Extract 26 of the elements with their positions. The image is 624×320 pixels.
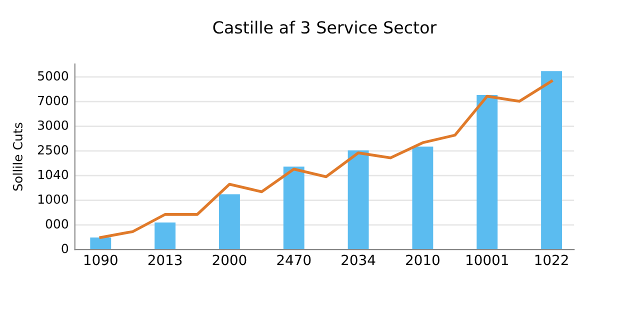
bar xyxy=(348,150,369,250)
x-tick-label: 1090 xyxy=(84,254,118,266)
text: 0 xyxy=(62,244,68,254)
chart-title: Castille af 3 Service Sector xyxy=(213,20,437,34)
text: 5000 xyxy=(38,71,68,81)
bar xyxy=(476,95,498,250)
y-axis-title: Sollile Cuts xyxy=(12,122,22,191)
bar xyxy=(90,237,112,250)
text: 2500 xyxy=(38,145,68,155)
x-tick-label: 1022 xyxy=(535,254,568,266)
text: 000 xyxy=(46,219,68,229)
text: 1040 xyxy=(38,170,68,180)
text: 3000 xyxy=(38,120,68,130)
bar xyxy=(219,194,240,250)
text: 1000 xyxy=(38,194,68,204)
bar xyxy=(412,146,434,250)
bar xyxy=(541,71,562,250)
x-tick-label: 2000 xyxy=(212,254,246,266)
x-tick-label: 2470 xyxy=(277,254,311,266)
x-tick-label: 2010 xyxy=(406,254,440,266)
x-tick-label: 2034 xyxy=(342,254,376,266)
text: 7000 xyxy=(38,96,68,106)
bar xyxy=(283,166,304,250)
bar xyxy=(154,222,176,250)
x-tick-label: 2013 xyxy=(148,254,182,266)
x-tick-label: 10001 xyxy=(466,254,508,266)
